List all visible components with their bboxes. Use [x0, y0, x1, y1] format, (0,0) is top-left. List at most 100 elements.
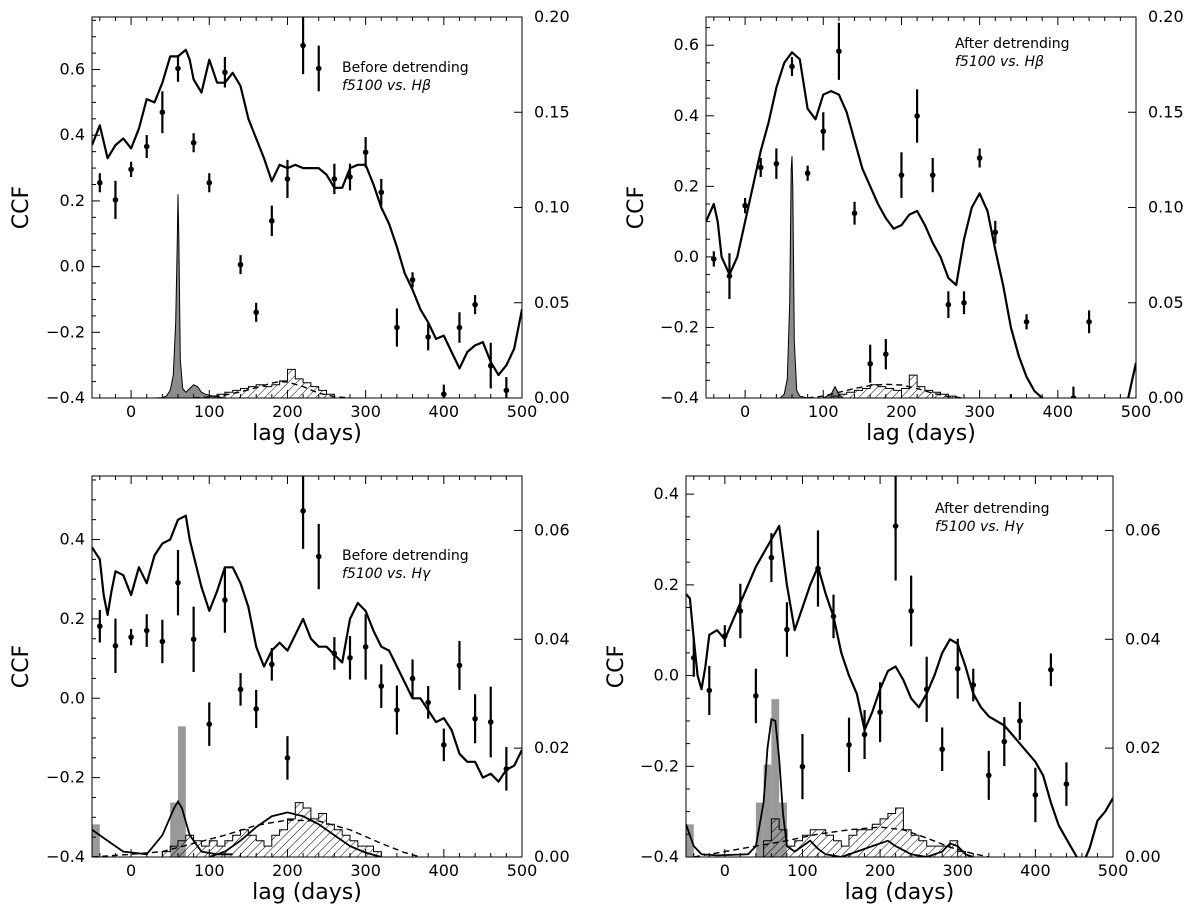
data-point [914, 113, 920, 119]
y2-tick-label: 0.00 [1148, 388, 1184, 407]
data-point [347, 654, 353, 661]
data-point [939, 746, 945, 753]
y-tick-label: 0.2 [654, 575, 679, 594]
x-tick-label: 400 [1020, 861, 1051, 880]
dashed-fit-curve [693, 826, 989, 857]
data-point [1032, 792, 1039, 798]
data-point [883, 351, 889, 357]
data-point [867, 360, 873, 367]
x-tick-label: 400 [429, 861, 460, 880]
data-point [347, 174, 353, 180]
data-point [970, 682, 977, 688]
x-axis-label: lag (days) [252, 421, 362, 446]
x-tick-label: 0 [126, 402, 136, 421]
y2-tick-label: 0.04 [534, 629, 570, 648]
data-point [726, 273, 733, 279]
y2-tick-label: 0.10 [534, 198, 570, 217]
data-point [269, 218, 275, 224]
y-tick-label: 0.0 [60, 688, 85, 707]
data-point [206, 179, 213, 186]
y-axis-label: CCF [624, 186, 649, 229]
data-point [253, 309, 259, 316]
data-point [1086, 319, 1092, 325]
data-point [362, 149, 369, 156]
y2-tick-label: 0.10 [1148, 198, 1184, 217]
data-point [1008, 403, 1014, 409]
gray-bar [170, 802, 178, 857]
hatched-histogram [830, 374, 957, 398]
x-tick-label: 200 [865, 861, 896, 880]
ccf-curve [92, 514, 522, 783]
data-point [222, 69, 228, 76]
y-tick-label: −0.4 [46, 388, 85, 407]
data-point [737, 608, 744, 614]
x-tick-label: 100 [194, 861, 225, 880]
data-point [757, 164, 764, 171]
x-tick-label: 200 [272, 861, 303, 880]
data-point [300, 42, 306, 49]
plot-area [92, 17, 522, 398]
data-point [929, 172, 936, 178]
data-point [441, 742, 447, 748]
x-tick-label: 500 [507, 861, 538, 880]
data-point [315, 65, 322, 72]
data-point [394, 324, 400, 331]
data-point [409, 675, 416, 682]
y-tick-label: −0.4 [660, 388, 699, 407]
hatched-histogram [161, 802, 382, 857]
data-point [503, 766, 510, 772]
data-point [190, 636, 197, 643]
x-tick-label: 100 [787, 861, 818, 880]
y-tick-label: 0.4 [60, 530, 85, 549]
y-tick-label: 0.0 [654, 666, 679, 685]
data-point [753, 693, 759, 699]
data-point [1017, 718, 1023, 724]
x-tick-label: 500 [1098, 861, 1129, 880]
x-axis-label: lag (days) [845, 880, 955, 905]
data-point [300, 508, 306, 514]
y2-tick-label: 0.06 [1125, 520, 1161, 539]
x-tick-label: 100 [194, 402, 225, 421]
data-point [190, 139, 197, 146]
density-curve [209, 811, 382, 857]
y2-tick-label: 0.15 [1148, 102, 1184, 121]
data-point [923, 686, 930, 693]
data-point [284, 755, 291, 761]
data-point [898, 172, 905, 178]
data-point [97, 179, 103, 186]
filled-peak-distribution [779, 156, 844, 398]
chart-panel-bottom-left: 0 100 200 300 400 500 −0.4 −0.2 0.0 0.2 0.4 0.00 0.0… [9, 475, 570, 905]
y2-tick-label: 0.15 [534, 102, 570, 121]
data-point [206, 721, 213, 727]
y2-tick-label: 0.00 [534, 388, 570, 407]
data-point [269, 661, 275, 668]
annotation-line-1: After detrending [955, 36, 1070, 52]
hatched-histogram [208, 368, 335, 398]
x-tick-label: 200 [272, 402, 303, 421]
data-point [690, 654, 697, 661]
axes-frame [705, 16, 1137, 399]
data-point [851, 210, 858, 217]
data-point [175, 579, 181, 586]
data-point [815, 565, 821, 572]
y-tick-label: 0.6 [60, 60, 85, 79]
data-point [487, 719, 494, 725]
data-point [985, 772, 992, 779]
y-tick-label: 0.0 [60, 257, 85, 276]
data-point [503, 387, 510, 394]
chart-panel-top-right: 0 100 200 300 400 500 −0.4 −0.2 0.0 0.2 0.4 0.6 0.00… [624, 7, 1184, 446]
data-point [711, 256, 717, 262]
data-point [742, 202, 748, 209]
data-point [472, 715, 478, 722]
x-tick-label: 300 [350, 861, 381, 880]
data-point [954, 665, 961, 672]
ccf-curve [92, 48, 522, 377]
dashed-fit-curve [92, 819, 421, 857]
x-tick-label: 0 [720, 861, 730, 880]
gray-bar [686, 824, 694, 857]
x-tick-label: 200 [886, 402, 917, 421]
data-point [409, 277, 416, 283]
data-point [159, 638, 166, 645]
y2-tick-label: 0.20 [534, 7, 570, 26]
data-point [97, 623, 103, 630]
